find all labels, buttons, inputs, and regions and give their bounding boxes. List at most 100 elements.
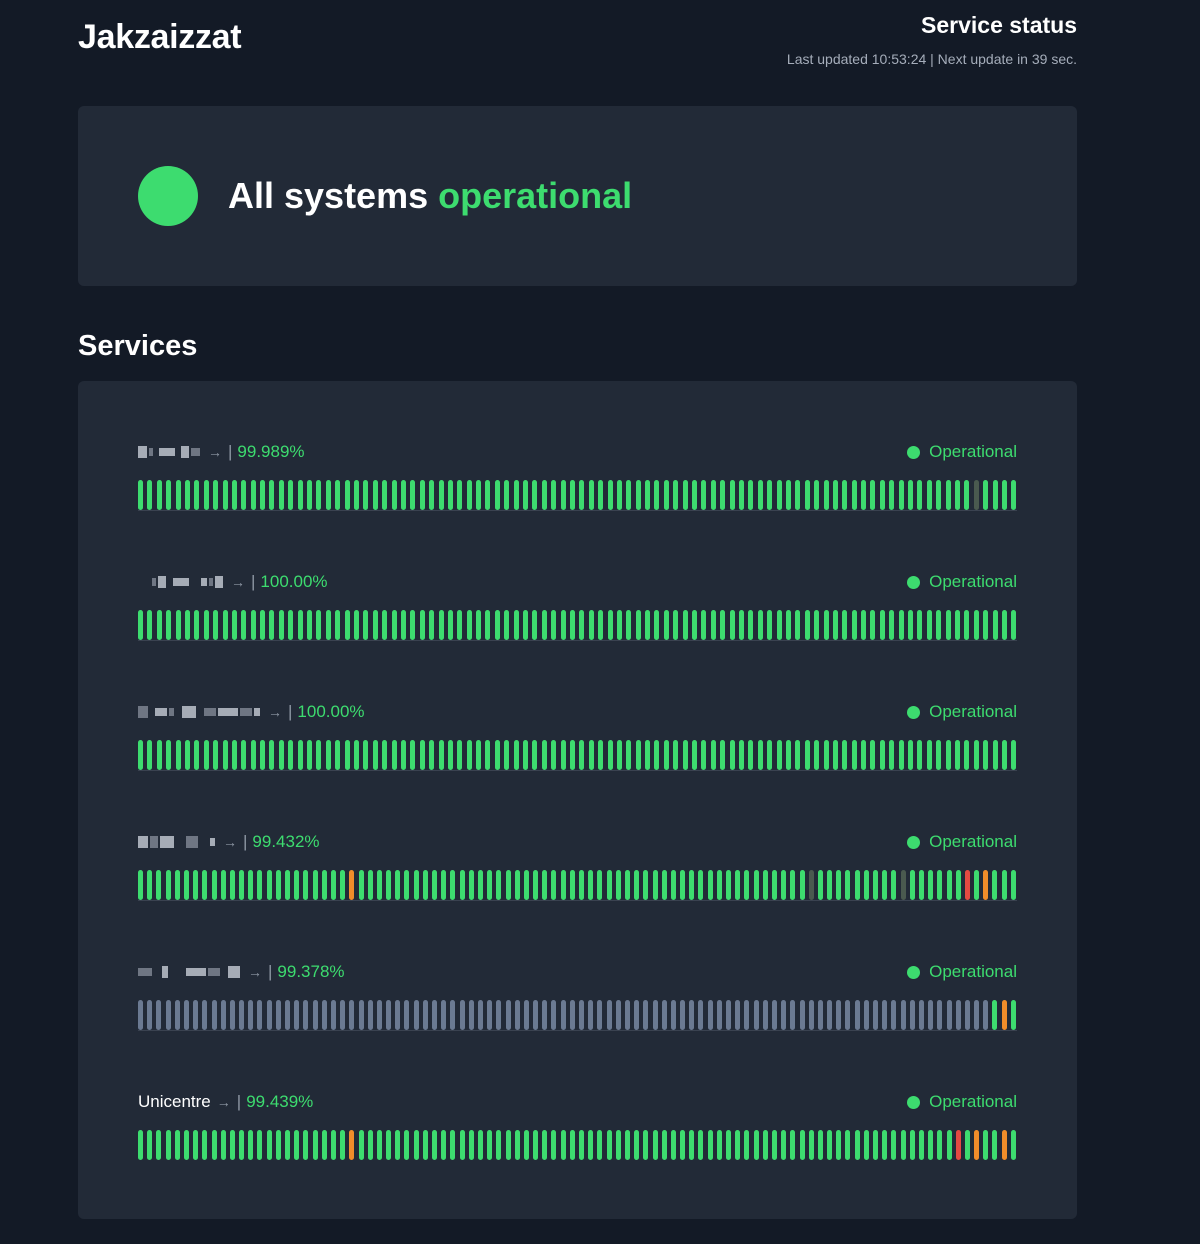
uptime-bar-up[interactable] (598, 610, 604, 640)
uptime-bar-up[interactable] (330, 1130, 336, 1160)
uptime-bar-up[interactable] (220, 870, 226, 900)
uptime-bar-up[interactable] (716, 1130, 722, 1160)
uptime-bar-up[interactable] (992, 480, 998, 510)
uptime-bar-up[interactable] (645, 610, 651, 640)
uptime-bar-up[interactable] (992, 1130, 998, 1160)
uptime-bar-up[interactable] (670, 1130, 676, 1160)
service-name-redacted[interactable] (138, 705, 262, 719)
uptime-bar-up[interactable] (487, 1130, 493, 1160)
uptime-bar-up[interactable] (477, 870, 483, 900)
uptime-bar-up[interactable] (203, 740, 209, 770)
uptime-bar-up[interactable] (514, 1130, 520, 1160)
uptime-bar-up[interactable] (634, 1130, 640, 1160)
uptime-bar-up[interactable] (643, 870, 649, 900)
uptime-bar-up[interactable] (532, 480, 538, 510)
uptime-bar-up[interactable] (391, 610, 397, 640)
uptime-bar-nodata[interactable] (376, 1000, 382, 1030)
uptime-bar-up[interactable] (269, 610, 275, 640)
uptime-bar-nodata[interactable] (652, 1000, 658, 1030)
uptime-bar-up[interactable] (936, 480, 942, 510)
uptime-bar-up[interactable] (781, 1130, 787, 1160)
uptime-bar-nodata[interactable] (514, 1000, 520, 1030)
uptime-bar-nodata[interactable] (836, 1000, 842, 1030)
uptime-bar-up[interactable] (889, 610, 895, 640)
uptime-bar-up[interactable] (870, 610, 876, 640)
uptime-bar-up[interactable] (560, 1130, 566, 1160)
uptime-bar-nodata[interactable] (523, 1000, 529, 1030)
uptime-bar-up[interactable] (879, 610, 885, 640)
uptime-bar-up[interactable] (213, 480, 219, 510)
uptime-bar-up[interactable] (879, 480, 885, 510)
uptime-bar-up[interactable] (588, 610, 594, 640)
uptime-bar-up[interactable] (542, 870, 548, 900)
uptime-bar-up[interactable] (459, 870, 465, 900)
uptime-bar-up[interactable] (156, 480, 162, 510)
uptime-bar-up[interactable] (419, 480, 425, 510)
uptime-bar-up[interactable] (954, 480, 960, 510)
uptime-bar-up[interactable] (231, 610, 237, 640)
uptime-bar-up[interactable] (459, 1130, 465, 1160)
uptime-bar-nodata[interactable] (193, 1000, 199, 1030)
uptime-bar-up[interactable] (363, 480, 369, 510)
uptime-bar-up[interactable] (358, 1130, 364, 1160)
uptime-bar-up[interactable] (615, 870, 621, 900)
uptime-bar-up[interactable] (288, 480, 294, 510)
uptime-bar-up[interactable] (851, 740, 857, 770)
uptime-bar-up[interactable] (597, 870, 603, 900)
uptime-bar-up[interactable] (661, 870, 667, 900)
uptime-bar-up[interactable] (447, 480, 453, 510)
uptime-bar-up[interactable] (513, 480, 519, 510)
uptime-bar-nodata[interactable] (386, 1000, 392, 1030)
uptime-bar-up[interactable] (720, 610, 726, 640)
uptime-bar-up[interactable] (147, 480, 153, 510)
uptime-bar-up[interactable] (248, 1130, 254, 1160)
uptime-bar-nodata[interactable] (854, 1000, 860, 1030)
uptime-bar-up[interactable] (250, 480, 256, 510)
uptime-bar-up[interactable] (410, 610, 416, 640)
service-name-redacted[interactable] (138, 835, 217, 849)
uptime-bar-nodata[interactable] (569, 1000, 575, 1030)
uptime-bar-nodata[interactable] (340, 1000, 346, 1030)
uptime-bar-up[interactable] (661, 1130, 667, 1160)
uptime-bar-up[interactable] (616, 740, 622, 770)
uptime-bar-up[interactable] (827, 1130, 833, 1160)
uptime-bar-up[interactable] (936, 610, 942, 640)
arrow-right-icon[interactable]: → (231, 574, 245, 590)
uptime-bar-up[interactable] (441, 1130, 447, 1160)
uptime-bar-up[interactable] (504, 740, 510, 770)
uptime-bar-up[interactable] (739, 740, 744, 770)
uptime-bar-nodata[interactable] (790, 1000, 796, 1030)
uptime-bar-up[interactable] (400, 480, 406, 510)
uptime-bar-nodata[interactable] (983, 1000, 989, 1030)
uptime-bar-up[interactable] (598, 740, 604, 770)
uptime-bar-up[interactable] (588, 1130, 594, 1160)
uptime-bar-nodata[interactable] (817, 1000, 823, 1030)
uptime-bar-nodata[interactable] (964, 1000, 970, 1030)
uptime-bar-up[interactable] (624, 1130, 630, 1160)
uptime-bar-up[interactable] (785, 610, 791, 640)
uptime-bar-up[interactable] (823, 610, 829, 640)
uptime-bar-up[interactable] (551, 480, 557, 510)
uptime-bar-up[interactable] (266, 870, 272, 900)
uptime-bar-up[interactable] (937, 870, 943, 900)
uptime-bar-nodata[interactable] (404, 1000, 410, 1030)
uptime-bar-nodata[interactable] (459, 1000, 465, 1030)
uptime-bar-up[interactable] (211, 1130, 217, 1160)
uptime-bar-up[interactable] (193, 870, 199, 900)
uptime-bar-nodata[interactable] (533, 1000, 539, 1030)
uptime-bar-up[interactable] (955, 870, 961, 900)
uptime-bar-up[interactable] (946, 1130, 952, 1160)
uptime-bar-nodata[interactable] (698, 1000, 704, 1030)
uptime-bar-up[interactable] (729, 480, 735, 510)
uptime-bar-up[interactable] (579, 870, 584, 900)
uptime-bar-up[interactable] (269, 740, 275, 770)
uptime-bar-up[interactable] (720, 740, 726, 770)
uptime-bar-up[interactable] (541, 610, 547, 640)
uptime-bar-nodata[interactable] (707, 1000, 713, 1030)
uptime-bar-up[interactable] (936, 740, 942, 770)
uptime-bar-up[interactable] (879, 740, 885, 770)
uptime-bar-nodata[interactable] (606, 1000, 612, 1030)
uptime-bar-nodata[interactable] (330, 1000, 336, 1030)
uptime-bar-up[interactable] (909, 1130, 915, 1160)
uptime-bar-up[interactable] (992, 610, 998, 640)
